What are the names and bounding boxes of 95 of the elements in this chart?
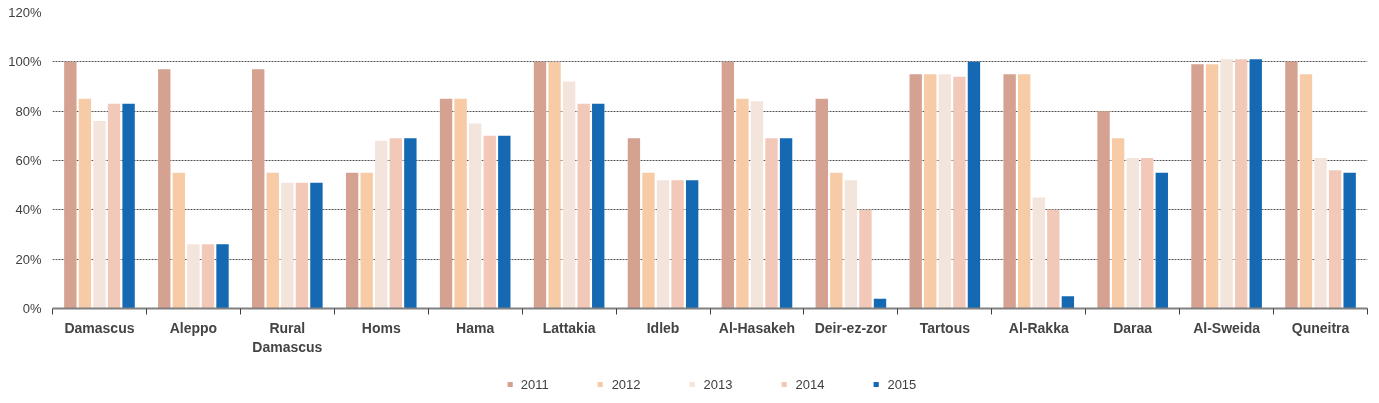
bar [122,103,135,309]
legend-label: 2015 [887,376,917,392]
x-tick-label: Idleb [646,319,680,336]
x-tick-label: Quneitra [1291,319,1350,336]
bar [967,61,981,309]
bar [721,61,735,309]
x-tick-label: Tartous [919,319,971,336]
x-tick-label: Daraa [1113,319,1153,336]
x-tick-label: Al-Rakka [1008,319,1069,336]
bar [642,172,655,309]
bar [454,98,467,309]
bar [498,135,511,309]
bar [671,180,684,309]
bar [1126,158,1139,309]
bar [266,172,279,309]
bar [1285,61,1298,309]
bar [924,74,937,309]
bar [1234,59,1248,309]
bar [216,244,229,309]
x-tick-label: Rural Damascus [252,319,323,355]
y-tick-label: 100% [8,54,42,70]
bar [736,98,749,309]
bar [1205,64,1219,309]
bar [1299,74,1313,309]
bar [1141,158,1154,309]
bar [1328,170,1342,309]
y-tick-label: 0% [22,301,42,316]
bar [750,101,764,309]
y-tick-label: 80% [15,103,42,119]
bar [1047,209,1060,309]
bar [295,182,309,309]
legend-label: 2011 [520,376,549,392]
bar [107,103,121,309]
bar [844,180,858,309]
bar [1155,172,1168,309]
bar [627,138,641,309]
bar [1032,197,1045,309]
y-tick-label: 40% [15,202,42,218]
bar [685,180,699,309]
bar [1314,158,1327,309]
legend-label: 2014 [795,376,825,392]
bar [909,74,922,309]
bar [1249,59,1262,309]
x-tick-label: Hama [456,319,495,336]
bar [656,180,670,309]
bar [483,135,496,309]
bar [78,98,92,309]
bar [1097,111,1110,309]
bar [201,244,215,309]
bar [953,76,966,309]
x-tick-label: Deir-ez-zor [814,319,888,336]
bar [93,121,106,309]
x-tick-label: Damascus [64,319,135,336]
bar [1061,296,1075,309]
bar [1018,74,1031,309]
bar [1343,172,1356,309]
bar [533,61,547,309]
bar [252,69,265,309]
x-tick-label: Homs [361,319,401,336]
bar [765,138,778,309]
bar [375,140,388,309]
bar [938,74,952,309]
y-tick-label: 20% [15,251,42,267]
bar [360,172,373,309]
bar [1220,59,1233,309]
x-tick-label: Aleppo [169,319,218,336]
bar [64,61,77,309]
bar [187,244,200,309]
bar [577,103,590,309]
bar [859,209,872,309]
bar [158,69,171,309]
bar [830,172,843,309]
legend-label: 2013 [703,376,733,392]
bar [172,172,186,309]
y-tick-label: 120% [8,5,42,20]
legend-label: 2012 [611,376,641,392]
bar [439,98,453,309]
x-tick-label: Lattakia [542,319,596,336]
x-tick-label: Al-Hasakeh [718,319,796,336]
bar [592,103,605,309]
bar [1191,64,1204,309]
bar [548,61,561,309]
bar [562,81,576,309]
bar [345,172,359,309]
y-tick-label: 60% [15,153,42,168]
bar [404,138,417,309]
bar [281,182,294,309]
bar [389,138,402,309]
bar [1003,74,1016,309]
bar [779,138,793,309]
bar [310,182,323,309]
bar [1111,138,1125,309]
bar [468,123,482,309]
bar [815,98,828,309]
x-tick-label: Al-Sweida [1193,319,1261,336]
